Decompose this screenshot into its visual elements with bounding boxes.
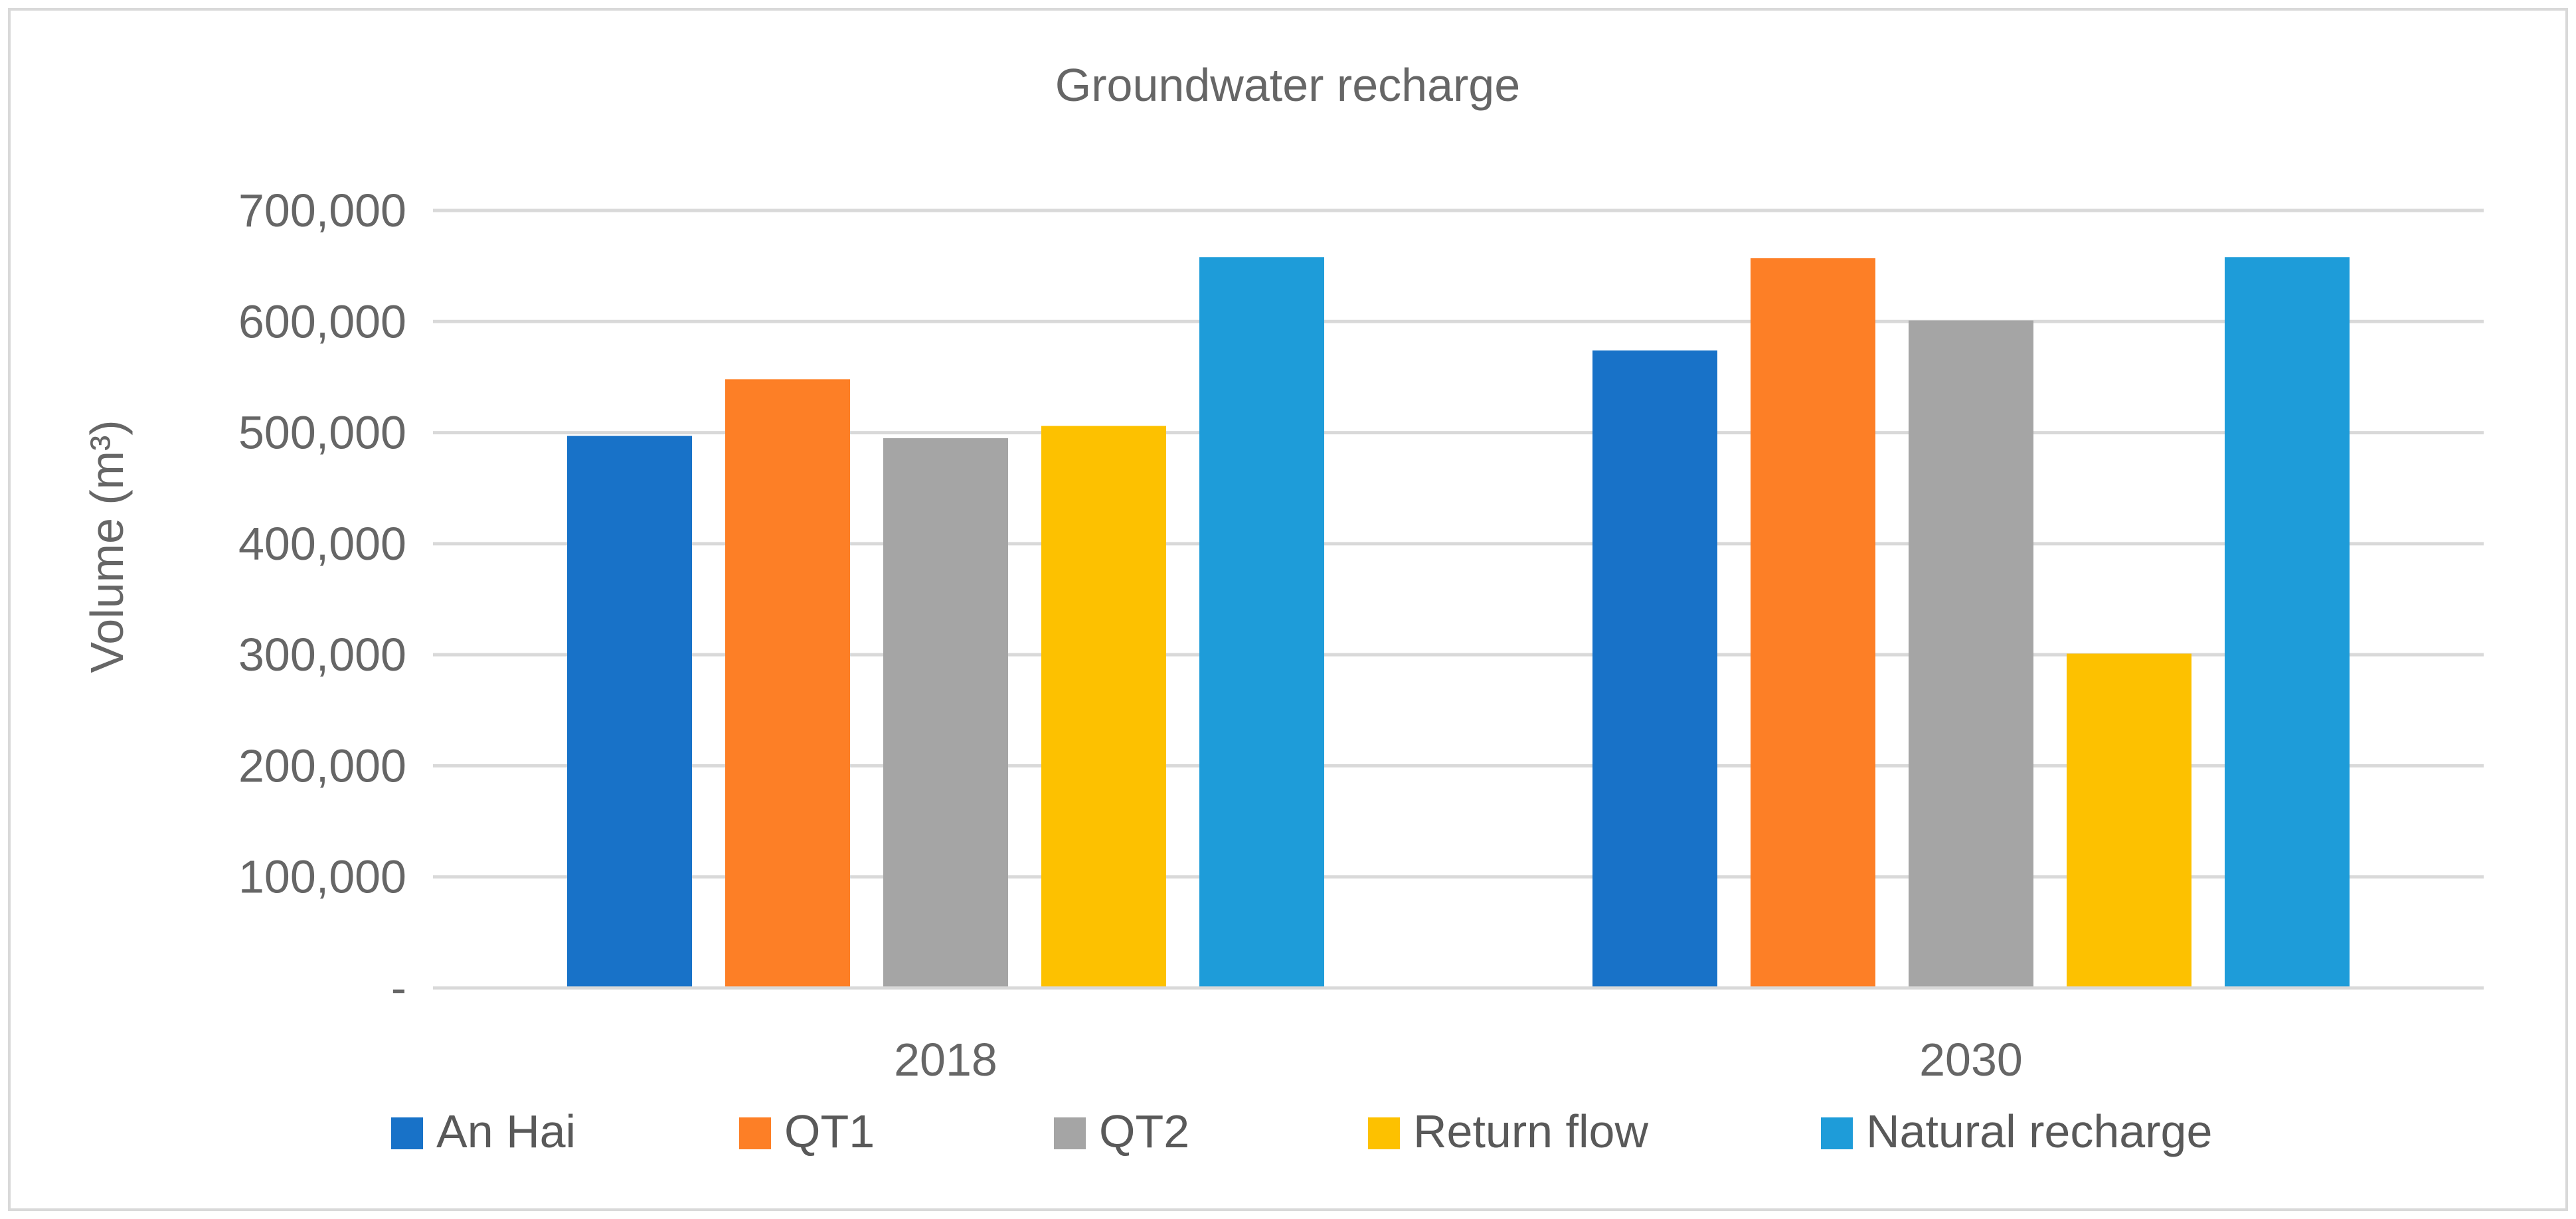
- y-tick-label: 300,000: [238, 629, 406, 681]
- y-axis-ticks: - 100,000 200,000 300,000 400,000 500,000 600,…: [238, 185, 406, 1014]
- legend-label: Return flow: [1413, 1105, 1648, 1157]
- bar-natural-recharge-2030: [2225, 257, 2350, 988]
- x-tick-label: 2018: [894, 1034, 997, 1086]
- y-tick-label: 100,000: [238, 851, 406, 903]
- y-tick-label: -: [391, 962, 406, 1014]
- legend: An Hai QT1 QT2 Return flow Natural recharge: [391, 1105, 2212, 1157]
- legend-label: QT2: [1099, 1105, 1189, 1157]
- y-tick-label: 700,000: [238, 185, 406, 236]
- bar-an-hai-2018: [567, 436, 692, 988]
- y-tick-label: 400,000: [238, 518, 406, 570]
- bar-qt1-2030: [1751, 258, 1875, 988]
- legend-label: An Hai: [436, 1105, 576, 1157]
- chart-title: Groundwater recharge: [1055, 59, 1520, 111]
- y-axis-label: Volume (m³): [81, 420, 133, 673]
- legend-label: Natural recharge: [1866, 1105, 2212, 1157]
- legend-swatch: [1821, 1117, 1853, 1149]
- y-tick-label: 200,000: [238, 740, 406, 791]
- bar-return-flow-2018: [1041, 426, 1166, 988]
- bar-qt2-2018: [883, 438, 1008, 988]
- bar-return-flow-2030: [2067, 653, 2191, 988]
- bar-an-hai-2030: [1592, 350, 1717, 988]
- y-tick-label: 600,000: [238, 295, 406, 347]
- bars: [567, 257, 2350, 988]
- bar-natural-recharge-2018: [1199, 257, 1324, 988]
- legend-swatch: [1054, 1117, 1086, 1149]
- x-axis-ticks: 2018 2030: [894, 1034, 2023, 1086]
- bar-qt2-2030: [1909, 320, 2033, 988]
- legend-swatch: [391, 1117, 423, 1149]
- y-tick-label: 500,000: [238, 407, 406, 459]
- bar-qt1-2018: [725, 379, 850, 988]
- legend-label: QT1: [784, 1105, 875, 1157]
- legend-swatch: [739, 1117, 771, 1149]
- x-tick-label: 2030: [1919, 1034, 2023, 1086]
- legend-swatch: [1368, 1117, 1400, 1149]
